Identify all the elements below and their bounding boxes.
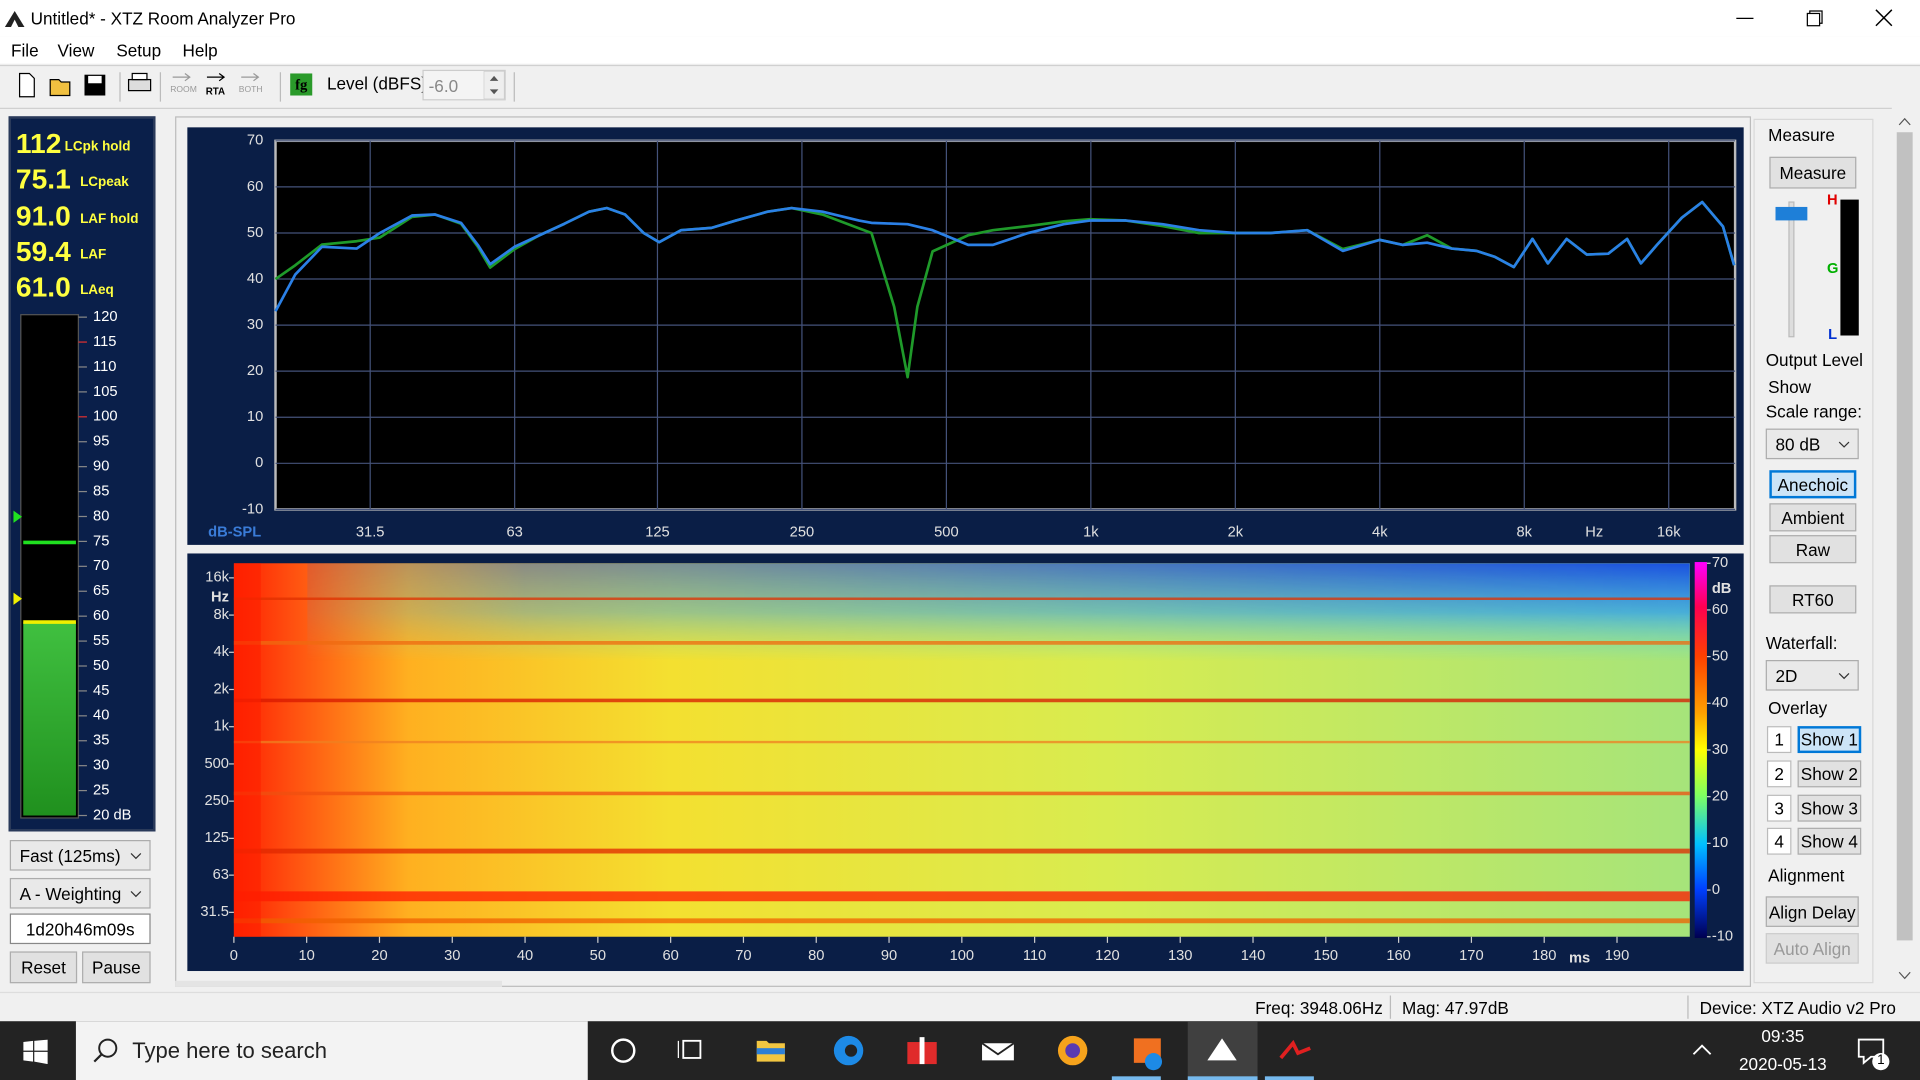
menu-item[interactable]: View [57, 40, 95, 61]
waterfall-label: Waterfall: [1765, 633, 1838, 653]
waterfall-value: 2D [1775, 665, 1798, 686]
reading-value: 112 [15, 127, 62, 160]
alignment-label: Alignment [1768, 865, 1845, 886]
analysis-frame [175, 116, 1752, 987]
title-bar [0, 0, 1920, 37]
window-title: Untitled* - XTZ Room Analyzer Pro [30, 8, 296, 29]
chevron [1838, 441, 1850, 448]
overlay-button[interactable]: Show 1 [1797, 726, 1862, 754]
status-bar [0, 991, 1920, 1022]
toolbar-button[interactable]: ROOM [170, 85, 197, 95]
mode-button[interactable]: Ambient [1769, 503, 1857, 532]
overlay-button[interactable]: Show 3 [1797, 794, 1862, 822]
menu-item[interactable]: Setup [116, 40, 162, 61]
clock-time[interactable]: 09:35 [1761, 1026, 1805, 1046]
scale-range-dropdown[interactable]: 80 dB [1765, 428, 1859, 460]
status-freq: Freq: 3948.06Hz [1255, 997, 1383, 1018]
side-panel [1753, 118, 1874, 984]
chevron [130, 890, 142, 898]
elapsed-time: 1d20h46m09s [9, 913, 151, 945]
reading-value: 61.0 [15, 270, 71, 303]
reading-unit: LAeq [80, 283, 114, 298]
status-mag: Mag: 47.97dB [1402, 997, 1509, 1018]
notification-icon[interactable] [1856, 1036, 1893, 1073]
menu-bar [0, 36, 1920, 64]
reading-unit: LAF [80, 247, 107, 262]
level-mark: H [1826, 191, 1838, 209]
frame-tab [175, 980, 503, 987]
weighting-dropdown[interactable]: A - Weighting [9, 877, 151, 909]
clock-date[interactable]: 2020-05-13 [1739, 1054, 1827, 1074]
output-level-label: Output Level [1765, 350, 1863, 370]
response-dropdown[interactable]: Fast (125ms) [9, 840, 151, 871]
chevron [1838, 673, 1850, 680]
taskbar-apps[interactable] [600, 1021, 1335, 1080]
level-spinner[interactable] [483, 71, 505, 100]
measure-button[interactable]: Measure [1769, 156, 1857, 189]
output-level-control[interactable] [1771, 196, 1864, 343]
scale-range-label: Scale range: [1765, 401, 1862, 422]
notification-badge: 1 [1877, 1053, 1885, 1068]
reading-value: 91.0 [15, 199, 71, 231]
rt60-button[interactable]: RT60 [1769, 585, 1857, 614]
reading-unit: LCpeak [80, 175, 129, 191]
toolbar-button[interactable]: RTA [205, 85, 226, 97]
chevron [130, 853, 142, 860]
tray-chevron[interactable] [1690, 1041, 1714, 1058]
overlay-number[interactable]: 3 [1766, 794, 1792, 822]
reading-value: 75.1 [15, 163, 71, 196]
search-placeholder: Type here to search [132, 1038, 328, 1063]
separator [1389, 995, 1392, 1019]
separator [0, 107, 1892, 109]
window-controls[interactable] [1727, 6, 1911, 30]
auto-align-button[interactable]: Auto Align [1765, 933, 1859, 964]
level-label: Level (dBFS) [326, 73, 427, 94]
toolbar: fg [18, 72, 515, 102]
overlay-label: Overlay [1768, 697, 1828, 718]
menu-item[interactable]: Help [182, 40, 218, 61]
response-value: Fast (125ms) [19, 845, 121, 866]
reset-button[interactable]: Reset [9, 951, 78, 984]
pause-button[interactable]: Pause [82, 951, 151, 984]
app-icon [4, 11, 25, 27]
toolbar-button[interactable]: BOTH [238, 85, 263, 95]
mode-button[interactable]: Raw [1769, 535, 1857, 564]
overlay-number[interactable]: 4 [1766, 827, 1792, 855]
level-mark: L [1828, 325, 1838, 343]
scrollbar[interactable] [1891, 107, 1918, 990]
separator [0, 64, 1920, 67]
mode-button[interactable]: Anechoic [1769, 470, 1857, 499]
menu-item[interactable]: File [11, 40, 39, 61]
group-label: Measure [1768, 124, 1835, 145]
weighting-value: A - Weighting [19, 883, 122, 904]
start-button[interactable] [23, 1039, 48, 1065]
separator [1687, 995, 1689, 1019]
overlay-button[interactable]: Show 2 [1797, 760, 1862, 788]
reading-unit: LCpk hold [64, 139, 131, 155]
search-icon [93, 1038, 118, 1063]
search-box[interactable] [75, 1021, 588, 1080]
show-label: Show [1768, 377, 1812, 397]
overlay-number[interactable]: 1 [1766, 726, 1792, 754]
status-device: Device: XTZ Audio v2 Pro [1699, 997, 1896, 1018]
reading-unit: LAF hold [80, 211, 139, 227]
waterfall-dropdown[interactable]: 2D [1765, 660, 1859, 691]
align-delay-button[interactable]: Align Delay [1765, 896, 1859, 927]
overlay-button[interactable]: Show 4 [1797, 827, 1862, 855]
scale-range-value: 80 dB [1775, 434, 1821, 454]
overlay-number[interactable]: 2 [1766, 760, 1792, 788]
level-mark: G [1826, 259, 1839, 277]
reading-value: 59.4 [15, 234, 71, 267]
svg-text:fg: fg [295, 77, 308, 93]
